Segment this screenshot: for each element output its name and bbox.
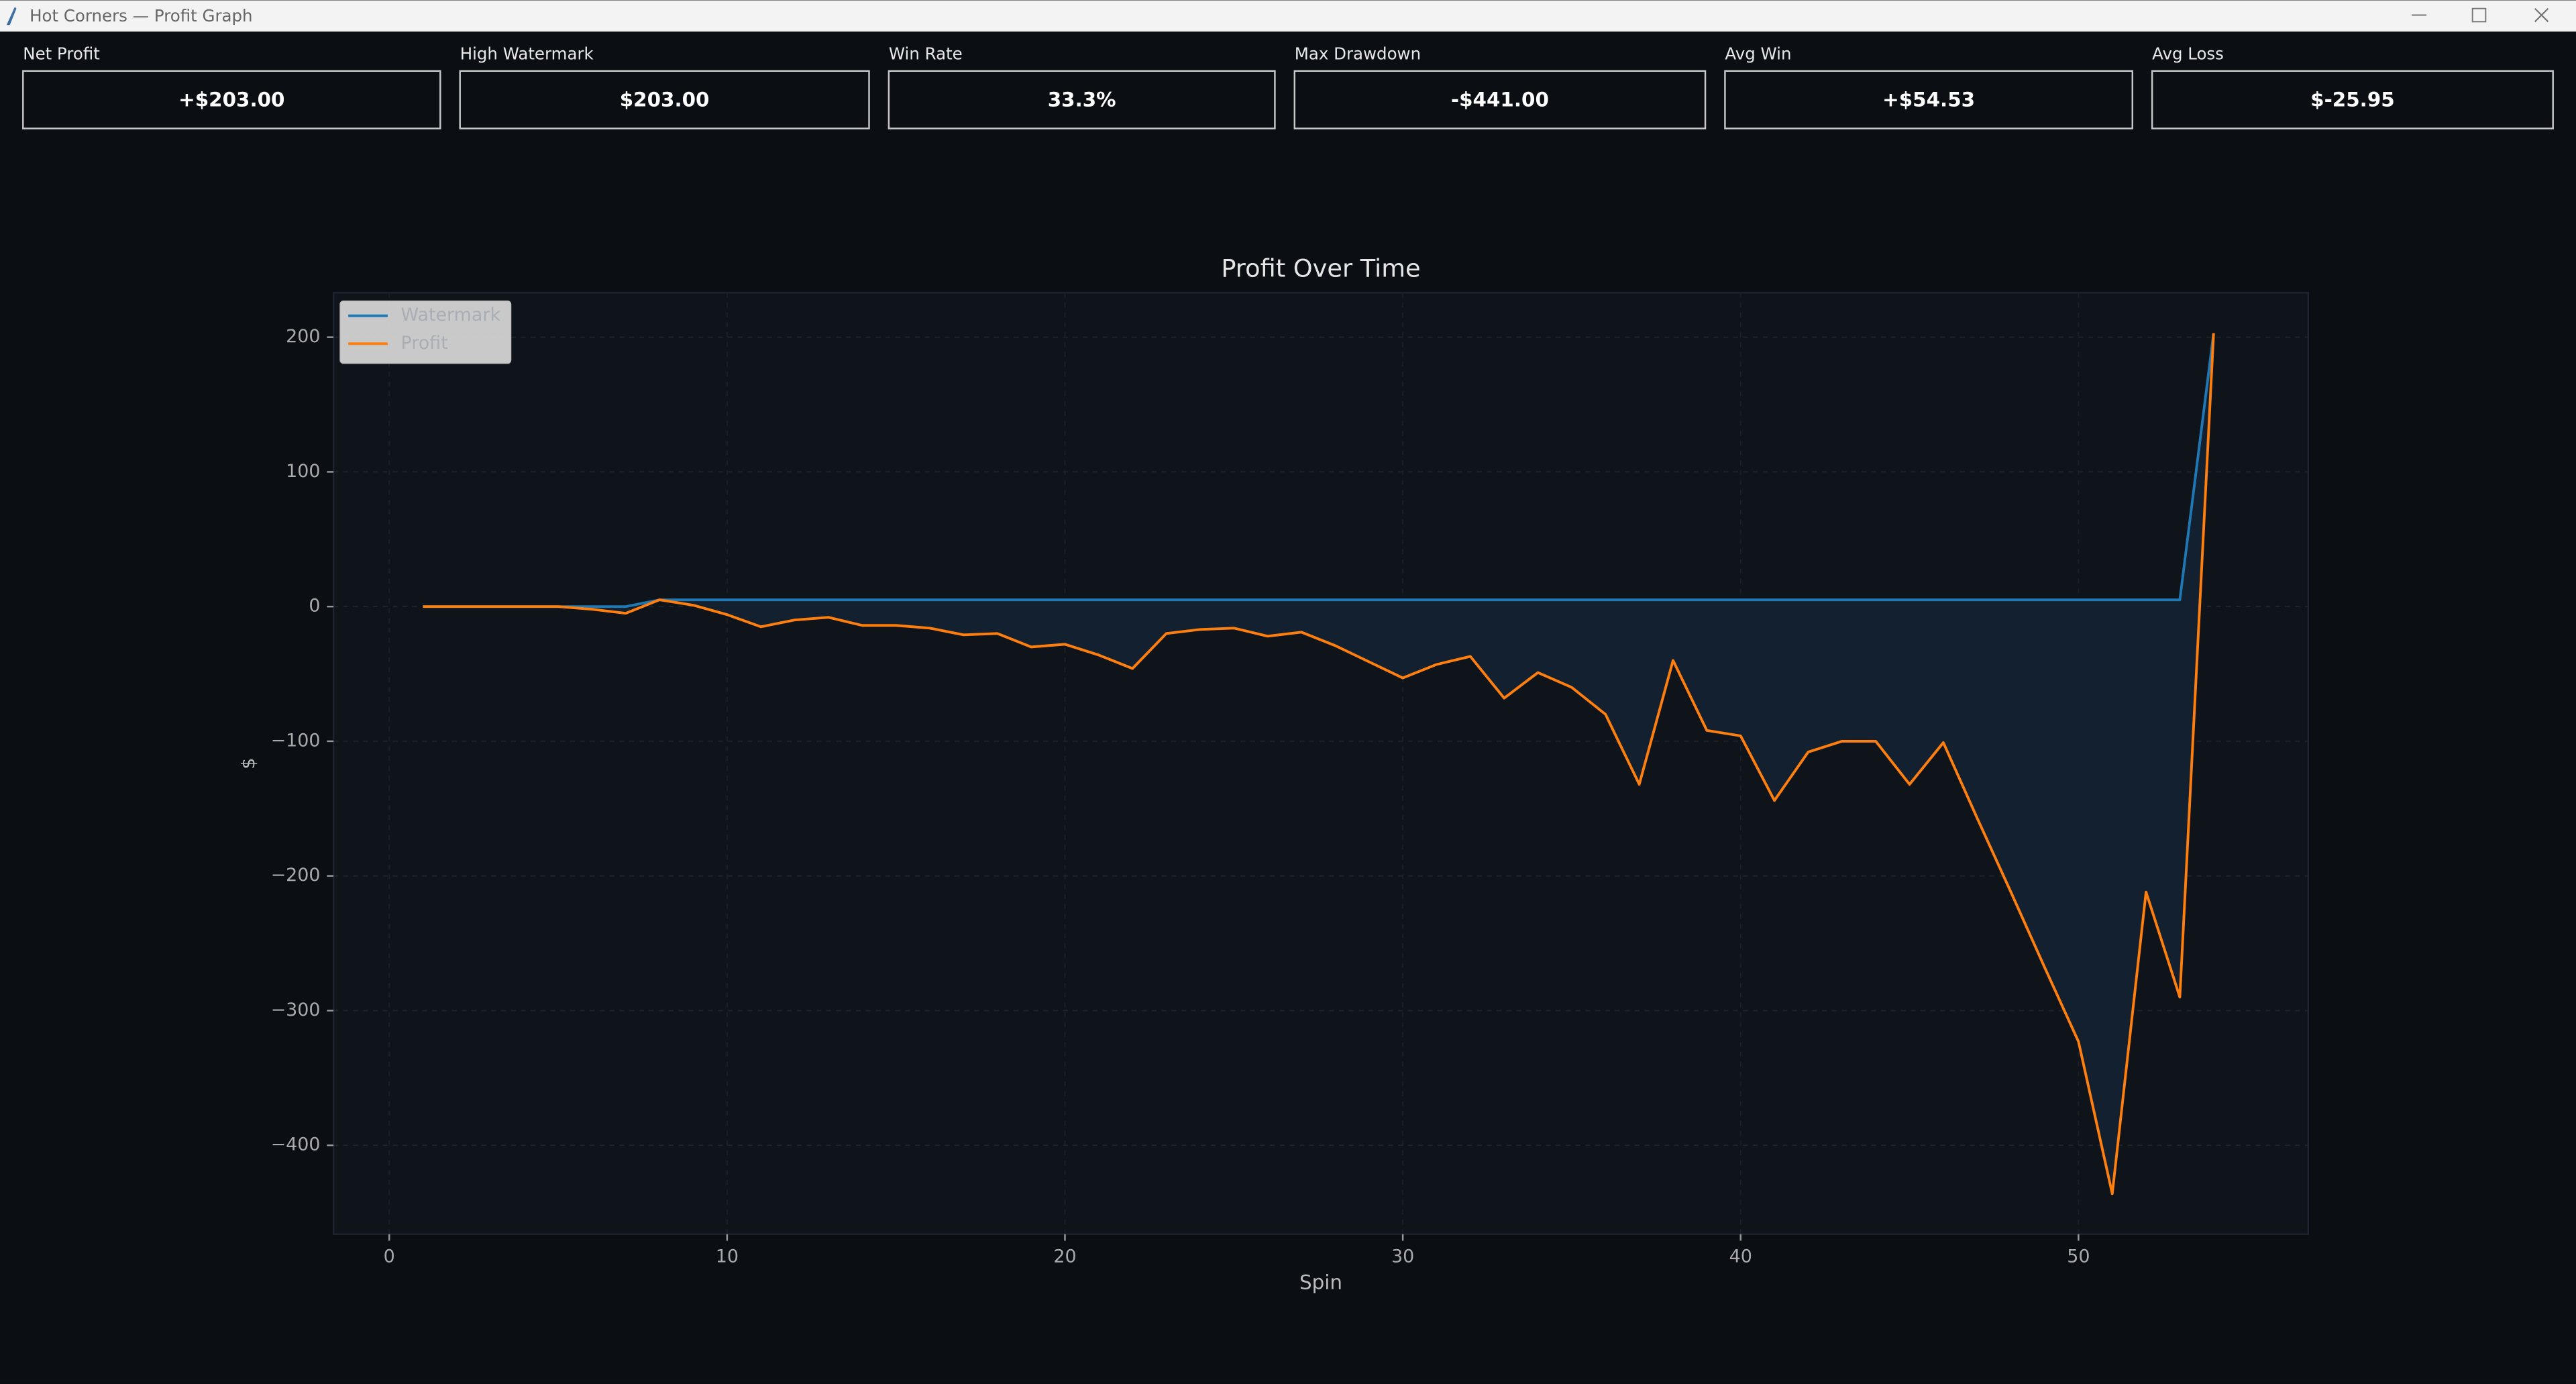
y-tick-label: −100 — [271, 730, 321, 751]
stat-box — [22, 70, 441, 129]
stat-box — [888, 70, 1276, 129]
chart: Profit Over Time Spin $0 10 20 30 40 50 −400 −300… — [239, 254, 2310, 1294]
stat-value: +$54.53 — [1882, 88, 1975, 111]
stat-label: High Watermark — [460, 44, 594, 63]
legend-label: Watermark — [401, 305, 501, 325]
chart-title: Profit Over Time — [1221, 254, 1420, 283]
y-tick-label: −200 — [271, 865, 321, 886]
title-bar — [0, 0, 2576, 32]
line — [423, 333, 2215, 1195]
stat-value: 33.3% — [1048, 88, 1116, 111]
stat-value: $203.00 — [620, 88, 710, 111]
x-tick-label: 40 — [1729, 1246, 1752, 1267]
stat-value: -$441.00 — [1451, 88, 1549, 111]
stats-row: Net Profit +$203.00 High Watermark $203.00 W… — [22, 44, 2554, 129]
x-axis-label: Spin — [1299, 1271, 1342, 1294]
restore-button[interactable] — [2471, 7, 2487, 23]
stat-label: Avg Loss — [2152, 44, 2224, 63]
x-tick-label: 20 — [1053, 1246, 1076, 1267]
x-tick-label: 50 — [2067, 1246, 2090, 1267]
y-tick-label: 200 — [286, 326, 320, 347]
stat-label: Max Drawdown — [1295, 44, 1421, 63]
line — [423, 333, 2215, 608]
app-icon — [6, 7, 17, 25]
stat-label: Win Rate — [889, 44, 963, 63]
y-axis-label: $ — [239, 757, 260, 769]
close-button[interactable] — [2534, 7, 2549, 23]
legend-label: Profit — [401, 333, 448, 354]
stat-label: Avg Win — [1725, 44, 1791, 63]
stat-box — [1724, 70, 2133, 129]
x-tick-label: 30 — [1391, 1246, 1414, 1267]
y-tick-label: −400 — [271, 1134, 321, 1155]
x-tick-label: 10 — [716, 1246, 739, 1267]
y-tick-label: 100 — [286, 461, 320, 482]
window-title: Hot Corners — Profit Graph — [30, 6, 252, 25]
stat-value: $-25.95 — [2310, 88, 2395, 111]
stat-value: +$203.00 — [178, 88, 284, 111]
stat-box — [2151, 70, 2554, 129]
y-tick-label: −300 — [271, 1000, 321, 1020]
x-tick-label: 0 — [384, 1246, 395, 1267]
y-tick-label: 0 — [309, 596, 320, 617]
stat-box — [1293, 70, 1707, 129]
stat-box — [459, 70, 870, 129]
stat-label: Net Profit — [23, 44, 100, 63]
